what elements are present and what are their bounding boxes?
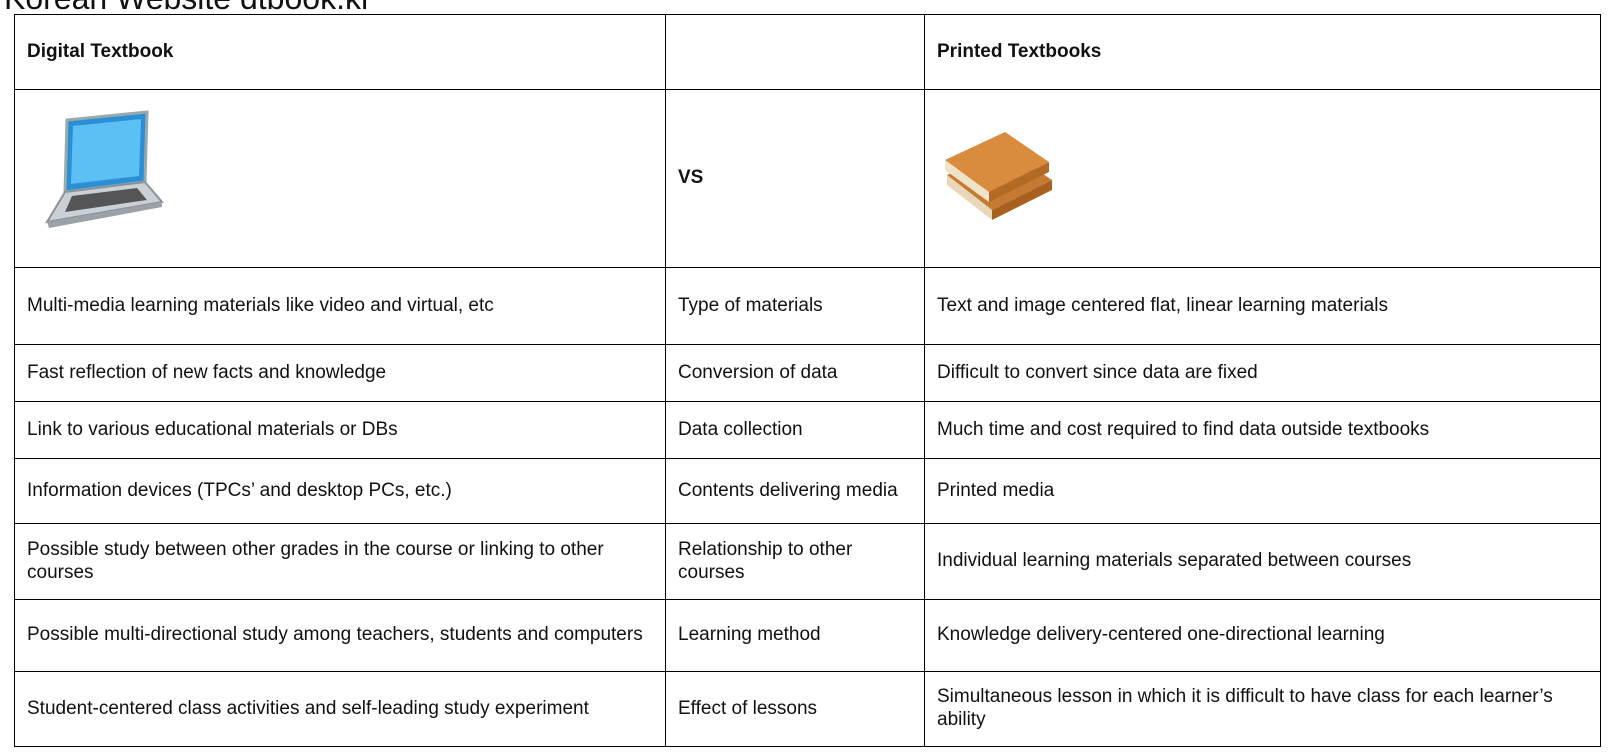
table-cell: Data collection <box>665 401 925 459</box>
laptop-icon <box>45 110 164 229</box>
table-cell: Difficult to convert since data are fixe… <box>924 344 1601 402</box>
table-cell: Conversion of data <box>665 344 925 402</box>
table-cell: Relationship to other courses <box>665 523 925 600</box>
table-row: Possible multi-directional study among t… <box>14 599 1601 672</box>
table-cell: Multi-media learning materials like vide… <box>14 267 666 345</box>
table-cell: Information devices (TPCs’ and desktop P… <box>14 458 666 524</box>
table-cell: Effect of lessons <box>665 671 925 747</box>
table-cell: Fast reflection of new facts and knowled… <box>14 344 666 402</box>
table-cell: Printed media <box>924 458 1601 524</box>
table-cell: Type of materials <box>665 267 925 345</box>
table-cell: Learning method <box>665 599 925 672</box>
page-title: Korean Website dtbook.kr <box>4 0 372 17</box>
header-cell: Printed Textbooks <box>924 14 1601 90</box>
table-row: Student-centered class activities and se… <box>14 671 1601 747</box>
table-row: Fast reflection of new facts and knowled… <box>14 344 1601 402</box>
table-cell: Contents delivering media <box>665 458 925 524</box>
icon-cell <box>924 89 1601 268</box>
table-cell: Simultaneous lesson in which it is diffi… <box>924 671 1601 747</box>
table-cell: Possible multi-directional study among t… <box>14 599 666 672</box>
table-row: Information devices (TPCs’ and desktop P… <box>14 458 1601 524</box>
table-row: Multi-media learning materials like vide… <box>14 267 1601 345</box>
table-cell: Link to various educational materials or… <box>14 401 666 459</box>
vs-cell: VS <box>665 89 925 268</box>
table-cell: Knowledge delivery-centered one-directio… <box>924 599 1601 672</box>
table-cell: Individual learning materials separated … <box>924 523 1601 600</box>
icon-cell <box>14 89 666 268</box>
header-cell: Digital Textbook <box>14 14 666 90</box>
table-row: Possible study between other grades in t… <box>14 523 1601 600</box>
header-cell <box>665 14 925 90</box>
table-cell: Student-centered class activities and se… <box>14 671 666 747</box>
header-row: Digital Textbook Printed Textbooks <box>14 14 1601 90</box>
comparison-table: Digital Textbook Printed Textbooks VS Mu… <box>14 14 1601 747</box>
table-row: Link to various educational materials or… <box>14 401 1601 459</box>
table-cell: Text and image centered flat, linear lea… <box>924 267 1601 345</box>
table-cell: Much time and cost required to find data… <box>924 401 1601 459</box>
table-cell: Possible study between other grades in t… <box>14 523 666 600</box>
books-icon <box>945 132 1052 221</box>
icon-row: VS <box>14 89 1601 268</box>
